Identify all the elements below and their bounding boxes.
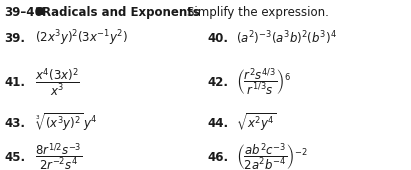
Text: $\dfrac{x^4(3x)^2}{x^3}$: $\dfrac{x^4(3x)^2}{x^3}$: [35, 66, 80, 99]
Text: 41.: 41.: [4, 76, 25, 89]
Text: ■: ■: [34, 6, 44, 16]
Text: 42.: 42.: [208, 76, 229, 89]
Text: $\left(\dfrac{ab^2c^{-3}}{2a^2b^{-4}}\right)^{-2}$: $\left(\dfrac{ab^2c^{-3}}{2a^2b^{-4}}\ri…: [236, 141, 308, 170]
Text: Simplify the expression.: Simplify the expression.: [187, 6, 329, 19]
Text: $(a^2)^{-3}(a^3b)^2(b^3)^4$: $(a^2)^{-3}(a^3b)^2(b^3)^4$: [236, 29, 337, 47]
Text: $\sqrt{x^2y^4}$: $\sqrt{x^2y^4}$: [236, 112, 277, 134]
Text: 43.: 43.: [4, 117, 25, 130]
Text: $(2x^3y)^2(3x^{-1}y^2)$: $(2x^3y)^2(3x^{-1}y^2)$: [35, 28, 128, 48]
Text: 40.: 40.: [208, 32, 229, 45]
Text: Radicals and Exponents: Radicals and Exponents: [42, 6, 200, 19]
Text: 39–46: 39–46: [4, 6, 43, 19]
Text: 45.: 45.: [4, 151, 25, 164]
Text: 46.: 46.: [208, 151, 229, 164]
Text: $\sqrt[3]{(x^3y)^2}\,y^4$: $\sqrt[3]{(x^3y)^2}\,y^4$: [35, 112, 98, 134]
Text: $\dfrac{8r^{1/2}s^{-3}}{2r^{-2}s^4}$: $\dfrac{8r^{1/2}s^{-3}}{2r^{-2}s^4}$: [35, 141, 83, 170]
Text: 44.: 44.: [208, 117, 229, 130]
Text: $\left(\dfrac{r^2s^{4/3}}{r^{1/3}s}\right)^{6}$: $\left(\dfrac{r^2s^{4/3}}{r^{1/3}s}\righ…: [236, 67, 291, 98]
Text: 39.: 39.: [4, 32, 25, 45]
